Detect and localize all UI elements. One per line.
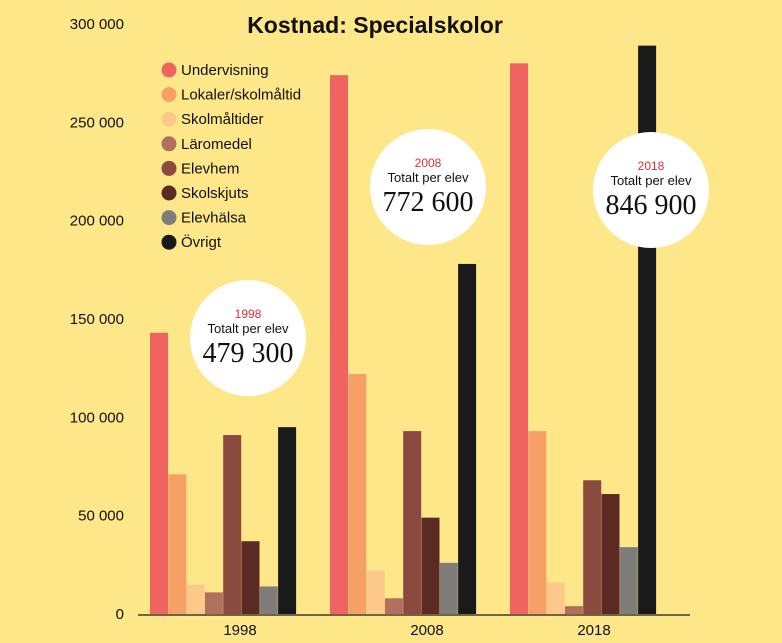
bar	[348, 374, 367, 614]
bar	[619, 547, 638, 614]
annotation-year: 2018	[638, 159, 665, 173]
bar	[384, 598, 403, 614]
bar	[583, 480, 602, 614]
legend-swatch	[161, 87, 177, 103]
annotation-bubble	[593, 132, 709, 248]
bar	[601, 494, 620, 614]
bar	[223, 435, 242, 614]
annotation-value: 479 300	[203, 338, 294, 369]
legend-swatch	[161, 136, 177, 152]
bar	[564, 606, 583, 614]
legend: Undervisning Lokaler/skolmåltid Skolmåltid…	[161, 62, 301, 251]
x-tick-label: 2008	[410, 622, 443, 639]
bar	[168, 474, 187, 614]
bar	[278, 427, 297, 614]
y-tick-label: 200 000	[70, 213, 124, 230]
x-tick-label: 1998	[223, 622, 256, 639]
bar-area	[150, 45, 657, 615]
x-tick-label: 2018	[577, 622, 610, 639]
bar	[186, 584, 205, 614]
annotation-bubble	[370, 129, 486, 245]
annotation-label: Totalt per elev	[611, 173, 692, 188]
y-axis: 0 50 000 100 000 150 000 200 000 250 000 300 0…	[70, 16, 690, 623]
bar	[458, 263, 477, 614]
y-tick-label: 50 000	[78, 508, 124, 525]
legend-label: Övrigt	[181, 233, 222, 251]
annotation-year: 2008	[415, 156, 442, 170]
legend-label: Elevhälsa	[181, 210, 247, 227]
y-tick-label: 100 000	[70, 409, 124, 426]
annotation-value: 846 900	[606, 190, 697, 221]
legend-swatch	[161, 160, 177, 176]
legend-swatch	[161, 62, 177, 78]
legend-swatch	[161, 185, 177, 201]
bar	[403, 431, 422, 614]
legend-swatch	[161, 111, 177, 127]
legend-swatch	[161, 210, 177, 226]
annotation-label: Totalt per elev	[208, 321, 289, 336]
legend-label: Läromedel	[181, 136, 252, 153]
bar	[150, 332, 168, 614]
bar	[439, 562, 458, 614]
bar	[528, 431, 547, 614]
legend-swatch	[161, 234, 177, 250]
annotation-label: Totalt per elev	[388, 170, 469, 185]
y-tick-label: 250 000	[70, 114, 124, 131]
legend-label: Skolmåltider	[181, 111, 264, 128]
annotation-year: 1998	[235, 307, 262, 321]
bar	[546, 582, 565, 614]
x-axis: 1998 2008 2018	[223, 622, 610, 639]
bar	[330, 75, 348, 615]
y-tick-label: 0	[116, 606, 124, 623]
y-tick-label: 150 000	[70, 311, 124, 328]
annotation-bubble	[190, 280, 306, 396]
bar	[204, 592, 223, 614]
chart-title: Kostnad: Specialskolor	[247, 12, 503, 38]
bar	[259, 586, 278, 614]
y-tick-label: 300 000	[70, 16, 124, 33]
legend-label: Lokaler/skolmåltid	[181, 87, 301, 104]
bar	[241, 541, 260, 614]
bar	[366, 570, 385, 614]
bar	[638, 45, 657, 614]
legend-label: Undervisning	[181, 62, 269, 79]
annotation-value: 772 600	[383, 187, 474, 218]
legend-label: Skolskjuts	[181, 185, 249, 202]
bar	[510, 63, 528, 615]
bar	[421, 517, 440, 614]
legend-label: Elevhem	[181, 160, 239, 177]
